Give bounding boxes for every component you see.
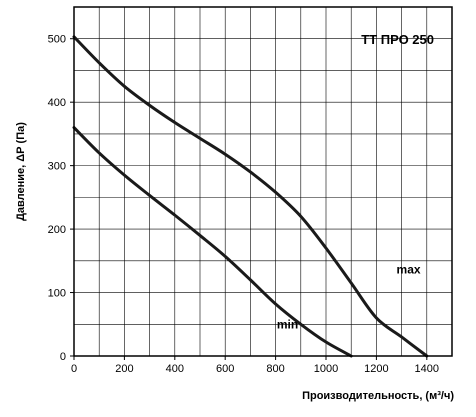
curve-min xyxy=(72,126,353,358)
x-tick-label: 200 xyxy=(115,363,133,375)
series-label-min: min xyxy=(277,318,298,332)
y-tick-label: 100 xyxy=(48,288,66,300)
x-tick-label: 1200 xyxy=(364,363,388,375)
x-tick-label: 600 xyxy=(216,363,234,375)
series-labels: max min xyxy=(277,263,421,332)
y-tick-label: 400 xyxy=(48,97,66,109)
x-tick-label: 400 xyxy=(166,363,184,375)
chart-grid xyxy=(74,7,452,356)
y-tick-label: 500 xyxy=(48,34,66,46)
y-tick-label: 200 xyxy=(48,224,66,236)
x-axis-label: Производительность, (м³/ч) xyxy=(302,390,454,402)
chart-ticks: 0 200 400 600 800 1000 1200 1400 0 100 200 300 400 50… xyxy=(48,34,439,375)
series-label-max: max xyxy=(397,263,421,277)
curve-max xyxy=(72,35,429,358)
y-tick-label: 300 xyxy=(48,161,66,173)
x-tick-label: 1000 xyxy=(314,363,338,375)
x-tick-label: 0 xyxy=(71,363,77,375)
y-tick-label: 0 xyxy=(60,351,66,363)
y-axis-label: Давление, ΔР (Па) xyxy=(15,122,27,221)
plot-frame xyxy=(73,6,453,357)
chart-curves xyxy=(72,35,429,358)
chart-title: TT ПРО 250 xyxy=(361,32,434,47)
x-tick-label: 800 xyxy=(266,363,284,375)
x-tick-label: 1400 xyxy=(415,363,439,375)
